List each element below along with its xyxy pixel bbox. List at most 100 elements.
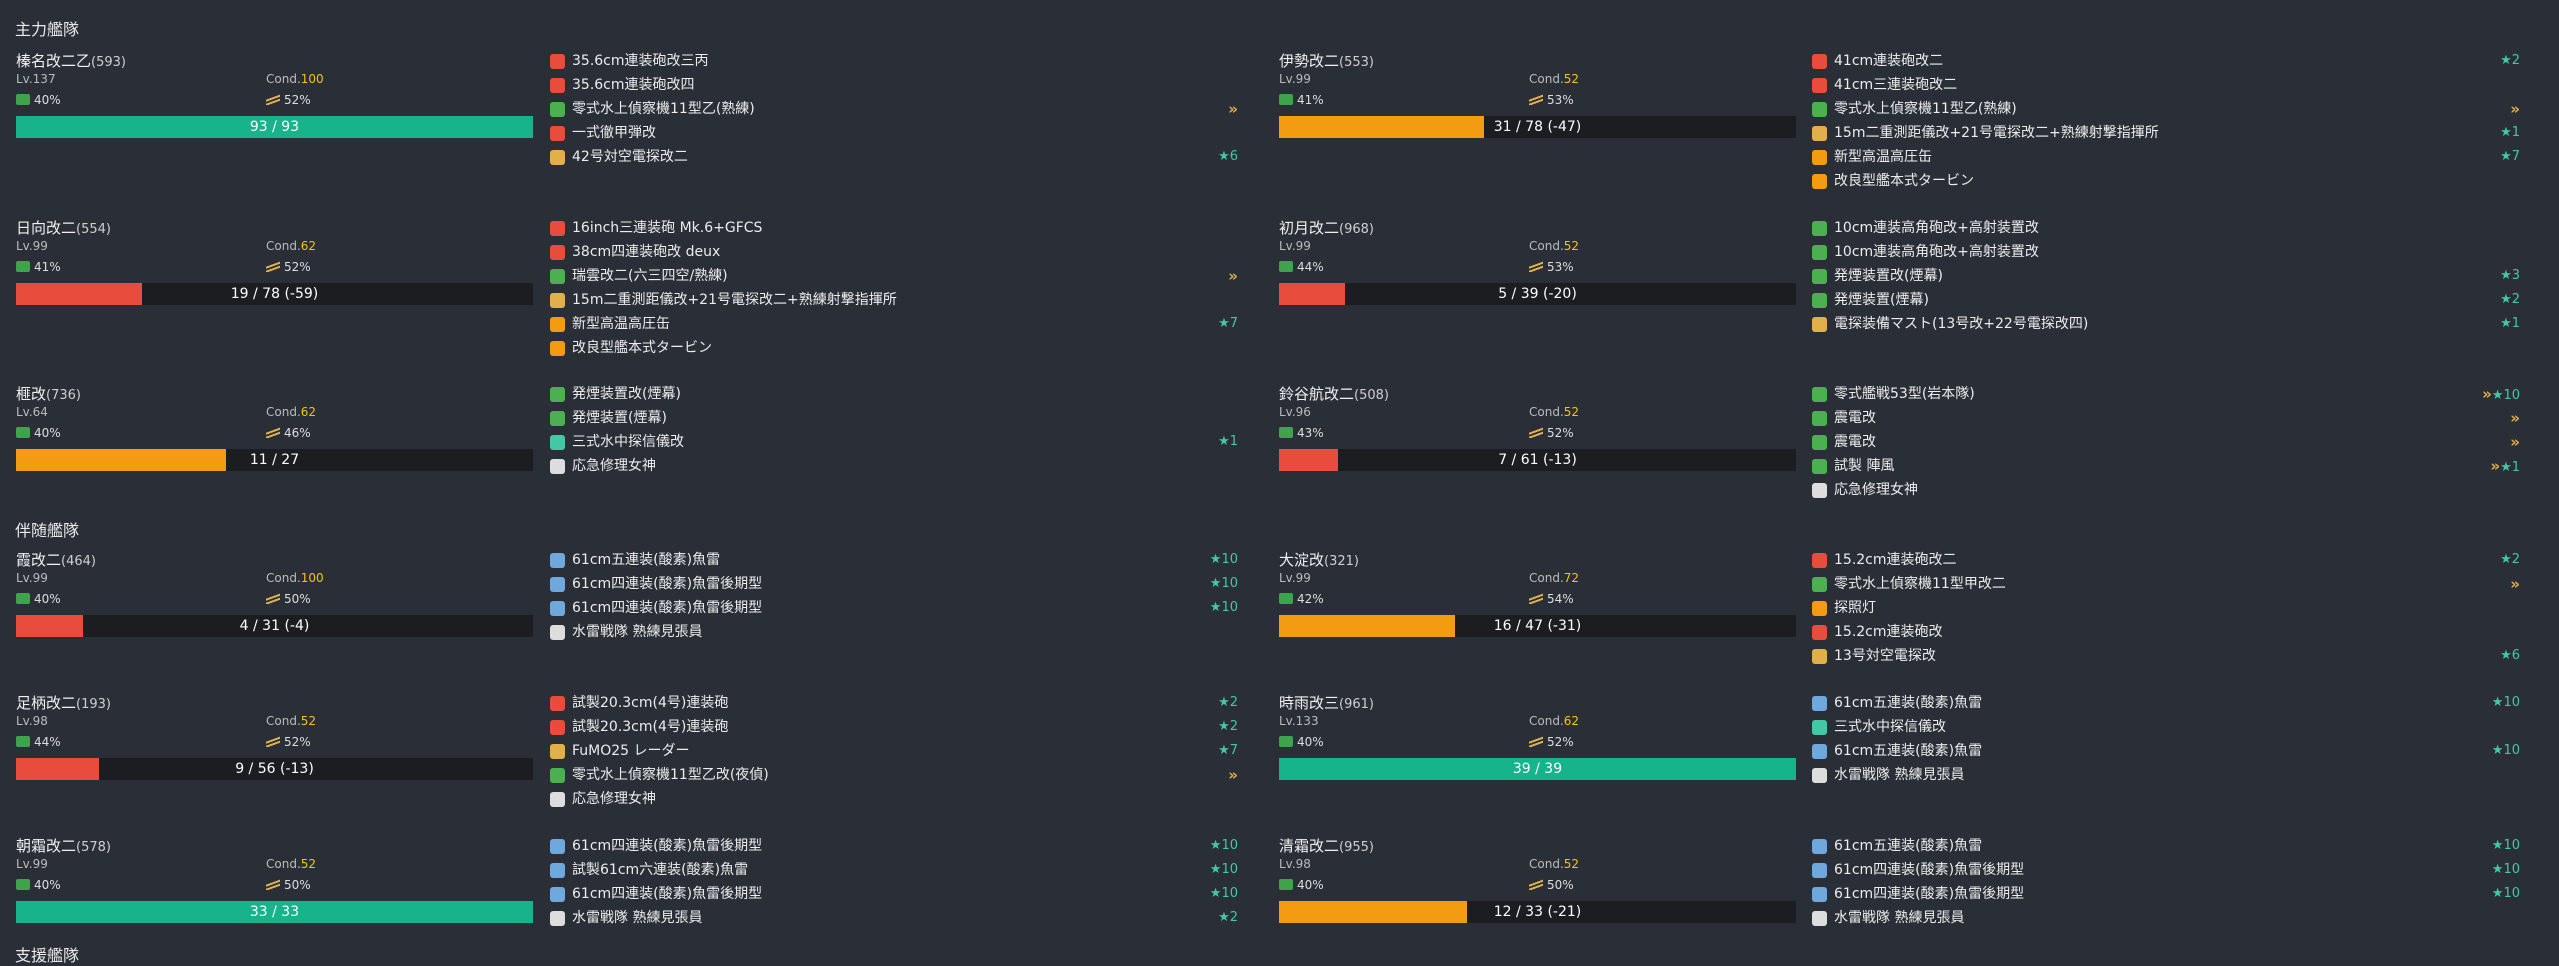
ship-card[interactable]: 朝霜改二(578) Lv.99 Cond.52 40% 50% 33 / 33 (6, 835, 533, 945)
seaplane-icon (1812, 577, 1827, 592)
equipment-slot[interactable]: 41cm三連装砲改二 (1810, 73, 2520, 97)
equipment-slot[interactable]: 15m二重測距儀改+21号電探改二+熟練射撃指揮所 ★1 (1810, 121, 2520, 145)
condition-value: 100 (300, 72, 324, 86)
ammo-icon (266, 427, 280, 438)
equipment-slot[interactable]: 水雷戦隊 熟練見張員 ★2 (548, 906, 1238, 930)
ship-card[interactable]: 足柄改二(193) Lv.98 Cond.52 44% 52% 9 / 56 (… (6, 692, 533, 802)
equipment-slot[interactable]: 三式水中探信儀改 ★1 (548, 430, 1238, 454)
ship-card[interactable]: 伊勢改二(553) Lv.99 Cond.52 41% 53% 31 / 78 … (1269, 50, 1796, 160)
equipment-slot[interactable]: 応急修理女神 (548, 787, 1238, 811)
equipment-slot[interactable]: 16inch三連装砲 Mk.6+GFCS (548, 216, 1238, 240)
ship-card[interactable]: 鈴谷航改二(508) Lv.96 Cond.52 43% 52% 7 / 61 … (1269, 383, 1796, 493)
equipment-slot[interactable]: 35.6cm連装砲改三丙 (548, 49, 1238, 73)
ship-name: 霞改二(464) (16, 551, 96, 569)
ship-card[interactable]: 霞改二(464) Lv.99 Cond.100 40% 50% 4 / 31 (… (6, 549, 533, 659)
ship-card[interactable]: 初月改二(968) Lv.99 Cond.52 44% 53% 5 / 39 (… (1269, 217, 1796, 327)
equipment-slot[interactable]: 61cm四連装(酸素)魚雷後期型 ★10 (548, 572, 1238, 596)
equipment-slot[interactable]: 41cm連装砲改二 ★2 (1810, 49, 2520, 73)
equipment-slot[interactable]: 10cm連装高角砲改+高射装置改 (1810, 216, 2520, 240)
equipment-slot[interactable]: 42号対空電探改二 ★6 (548, 145, 1238, 169)
equipment-name: 瑞雲改二(六三四空/熟練) (572, 268, 728, 284)
equipment-list: 41cm連装砲改二 ★2 41cm三連装砲改二 零式水上偵察機11型乙(熟練) » 15m… (1810, 49, 2520, 193)
equipment-slot[interactable]: 発煙装置(煙幕) ★2 (1810, 288, 2520, 312)
turbine-icon (1812, 174, 1827, 189)
fuel-status: 40% (1279, 735, 1324, 749)
equipment-slot[interactable]: 改良型艦本式タービン (1810, 169, 2520, 193)
equipment-slot[interactable]: 試製20.3cm(4号)連装砲 ★2 (548, 715, 1238, 739)
equipment-slot[interactable]: 水雷戦隊 熟練見張員 (1810, 906, 2520, 930)
equipment-slot[interactable]: 零式水上偵察機11型乙(熟練) » (548, 97, 1238, 121)
ship-card[interactable]: 清霜改二(955) Lv.98 Cond.52 40% 50% 12 / 33 … (1269, 835, 1796, 945)
equipment-list: 16inch三連装砲 Mk.6+GFCS 38cm四連装砲改 deux 瑞雲改二(六… (548, 216, 1238, 360)
equipment-slot[interactable]: 試製 陣風 »★1 (1810, 454, 2520, 478)
equipment-improvement: » (1228, 766, 1238, 784)
equipment-slot[interactable]: 61cm四連装(酸素)魚雷後期型 ★10 (548, 834, 1238, 858)
ship-card[interactable]: 日向改二(554) Lv.99 Cond.62 41% 52% 19 / 78 … (6, 217, 533, 327)
hp-text: 39 / 39 (1512, 761, 1563, 777)
equipment-slot[interactable]: 61cm四連装(酸素)魚雷後期型 ★10 (1810, 882, 2520, 906)
equipment-name: 61cm五連装(酸素)魚雷 (1834, 695, 1983, 711)
equipment-slot[interactable]: 61cm四連装(酸素)魚雷後期型 ★10 (548, 596, 1238, 620)
hp-text: 33 / 33 (249, 904, 300, 920)
ammo-status: 52% (266, 93, 311, 107)
equipment-slot[interactable]: 15.2cm連装砲改 (1810, 620, 2520, 644)
equipment-slot[interactable]: 発煙装置改(煙幕) (548, 382, 1238, 406)
equipment-improvement: ★10 (1209, 862, 1238, 877)
ship-card[interactable]: 榛名改二乙(593) Lv.137 Cond.100 40% 52% 93 / … (6, 50, 533, 160)
equipment-slot[interactable]: 15m二重測距儀改+21号電探改二+熟練射撃指揮所 (548, 288, 1238, 312)
equipment-slot[interactable]: 試製20.3cm(4号)連装砲 ★2 (548, 691, 1238, 715)
equipment-slot[interactable]: 61cm五連装(酸素)魚雷 ★10 (1810, 834, 2520, 858)
equipment-slot[interactable]: 61cm五連装(酸素)魚雷 ★10 (1810, 691, 2520, 715)
equipment-improvement: ★7 (1218, 316, 1238, 331)
equipment-slot[interactable]: 10cm連装高角砲改+高射装置改 (1810, 240, 2520, 264)
condition-value: 62 (300, 405, 317, 419)
equipment-slot[interactable]: 13号対空電探改 ★6 (1810, 644, 2520, 668)
equipment-slot[interactable]: 震電改 » (1810, 430, 2520, 454)
radar-icon (550, 744, 565, 759)
equipment-slot[interactable]: 三式水中探信儀改 (1810, 715, 2520, 739)
ship-name: 日向改二(554) (16, 219, 111, 237)
ammo-icon (266, 736, 280, 747)
equipment-slot[interactable]: 61cm四連装(酸素)魚雷後期型 ★10 (1810, 858, 2520, 882)
equipment-slot[interactable]: 新型高温高圧缶 ★7 (548, 312, 1238, 336)
equipment-slot[interactable]: 水雷戦隊 熟練見張員 (548, 620, 1238, 644)
equipment-slot[interactable]: FuMO25 レーダー ★7 (548, 739, 1238, 763)
equipment-slot[interactable]: 零式水上偵察機11型甲改二 » (1810, 572, 2520, 596)
equipment-slot[interactable]: 一式徹甲弾改 (548, 121, 1238, 145)
equipment-slot[interactable]: 改良型艦本式タービン (548, 336, 1238, 360)
equipment-slot[interactable]: 発煙装置(煙幕) (548, 406, 1238, 430)
equipment-slot[interactable]: 応急修理女神 (548, 454, 1238, 478)
equipment-slot[interactable]: 震電改 » (1810, 406, 2520, 430)
fuel-icon (1279, 94, 1293, 105)
equipment-slot[interactable]: 零式艦戦53型(岩本隊) »★10 (1810, 382, 2520, 406)
equipment-name: 38cm四連装砲改 deux (572, 244, 721, 260)
hp-text: 9 / 56 (-13) (235, 761, 314, 777)
equipment-slot[interactable]: 発煙装置改(煙幕) ★3 (1810, 264, 2520, 288)
fuel-status: 40% (1279, 878, 1324, 892)
equipment-slot[interactable]: 61cm五連装(酸素)魚雷 ★10 (1810, 739, 2520, 763)
equipment-slot[interactable]: 応急修理女神 (1810, 478, 2520, 502)
ammo-status: 50% (266, 592, 311, 606)
ship-level: Lv.99 (16, 571, 48, 585)
equipment-slot[interactable]: 零式水上偵察機11型乙改(夜偵) » (548, 763, 1238, 787)
equipment-improvement: ★2 (2500, 53, 2520, 68)
ship-card[interactable]: 大淀改(321) Lv.99 Cond.72 42% 54% 16 / 47 (… (1269, 549, 1796, 659)
equipment-slot[interactable]: 水雷戦隊 熟練見張員 (1810, 763, 2520, 787)
equipment-slot[interactable]: 61cm五連装(酸素)魚雷 ★10 (548, 548, 1238, 572)
equipment-slot[interactable]: 15.2cm連装砲改二 ★2 (1810, 548, 2520, 572)
ship-card[interactable]: 榧改(736) Lv.64 Cond.62 40% 46% 11 / 27 (6, 383, 533, 493)
equipment-slot[interactable]: 探照灯 (1810, 596, 2520, 620)
equipment-name: 61cm五連装(酸素)魚雷 (1834, 743, 1983, 759)
equipment-slot[interactable]: 零式水上偵察機11型乙(熟練) » (1810, 97, 2520, 121)
equipment-slot[interactable]: 38cm四連装砲改 deux (548, 240, 1238, 264)
equipment-slot[interactable]: 瑞雲改二(六三四空/熟練) » (548, 264, 1238, 288)
ammo-icon (266, 261, 280, 272)
equipment-slot[interactable]: 61cm四連装(酸素)魚雷後期型 ★10 (548, 882, 1238, 906)
ship-card[interactable]: 時雨改三(961) Lv.133 Cond.62 40% 52% 39 / 39 (1269, 692, 1796, 802)
ammo-icon (1529, 261, 1543, 272)
equipment-slot[interactable]: 新型高温高圧缶 ★7 (1810, 145, 2520, 169)
equipment-slot[interactable]: 35.6cm連装砲改四 (548, 73, 1238, 97)
boiler-icon (1812, 150, 1827, 165)
equipment-slot[interactable]: 電探装備マスト(13号改+22号電探改四) ★1 (1810, 312, 2520, 336)
equipment-slot[interactable]: 試製61cm六連装(酸素)魚雷 ★10 (548, 858, 1238, 882)
